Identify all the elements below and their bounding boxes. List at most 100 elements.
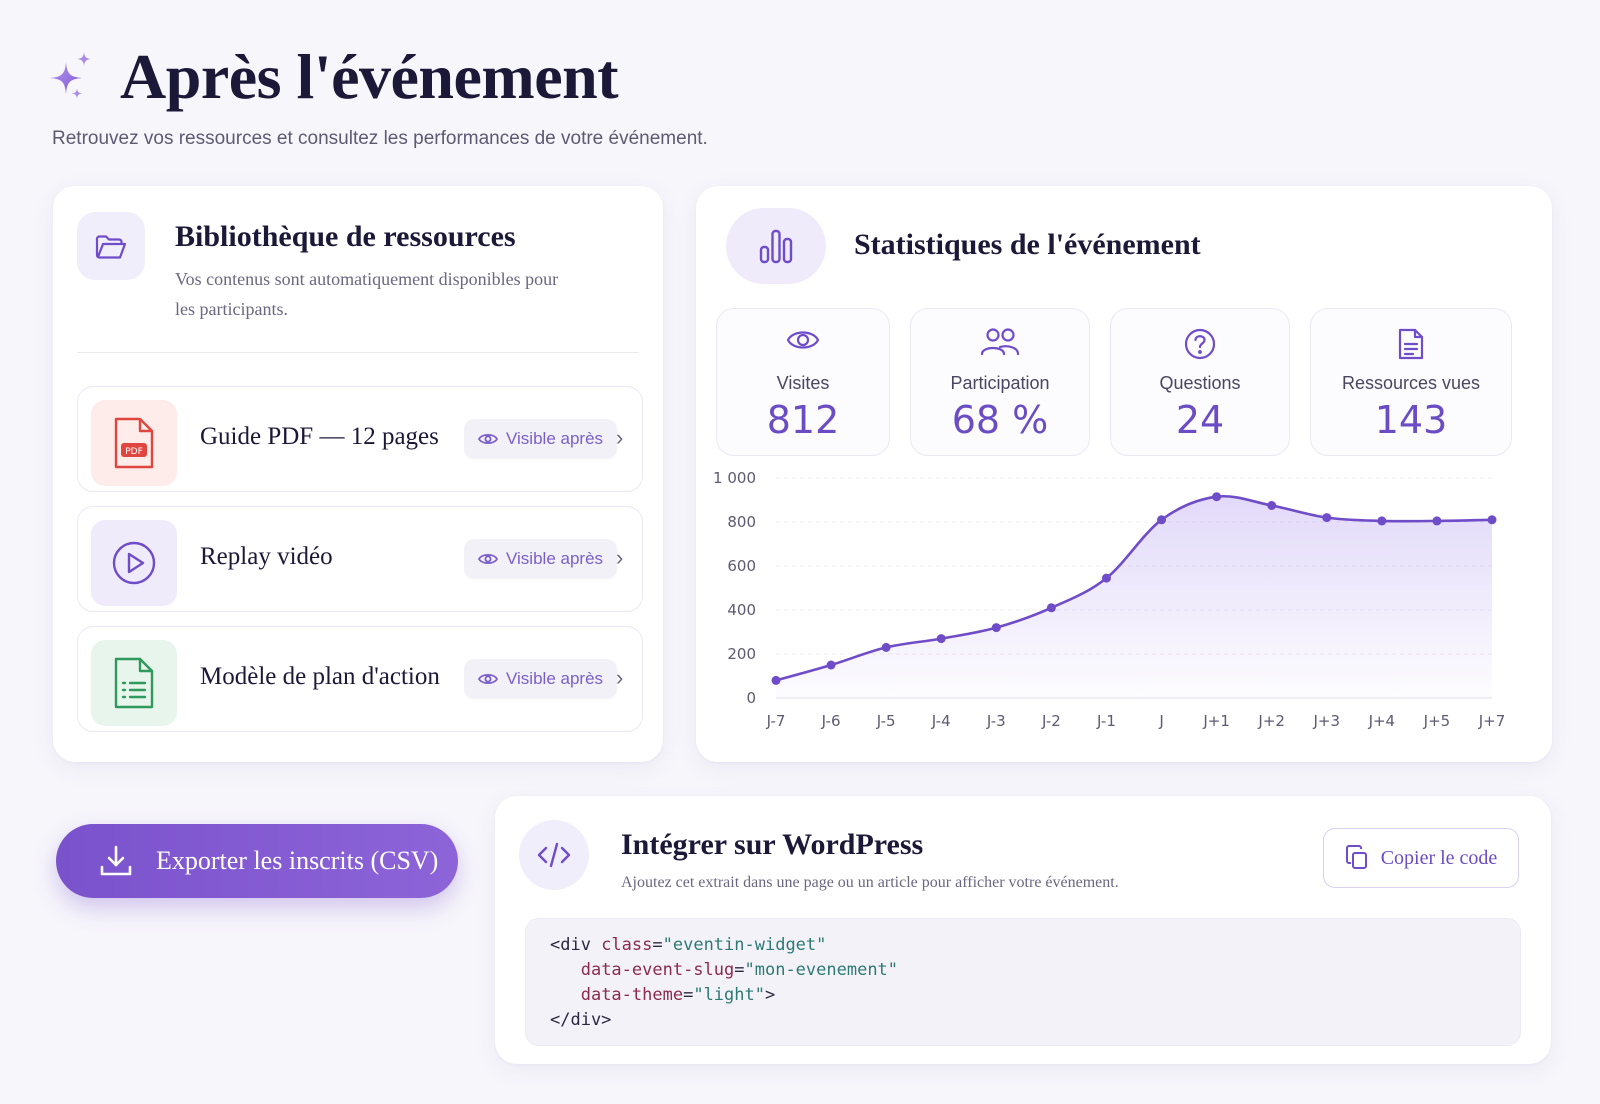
chart-series-line xyxy=(775,494,1493,682)
chart-data-point xyxy=(881,642,891,652)
resource-name: Guide PDF — 12 pages xyxy=(200,423,439,450)
stats-title: Statistiques de l'événement xyxy=(854,228,1201,261)
x-tick-label: J-7 xyxy=(766,712,786,730)
kpi-value: 68 % xyxy=(951,398,1049,442)
x-tick-label: J+7 xyxy=(1478,712,1506,730)
x-tick-label: J+4 xyxy=(1368,712,1396,730)
resource-item-video-replay[interactable]: Replay vidéo Visible après › xyxy=(77,506,643,612)
chart-data-point xyxy=(771,675,781,685)
eye-icon xyxy=(478,673,498,685)
resource-name: Replay vidéo xyxy=(200,543,333,570)
y-tick-label: 800 xyxy=(727,513,756,531)
chart-data-point xyxy=(1432,516,1442,526)
x-tick-label: J+1 xyxy=(1202,712,1230,730)
wordpress-title: Intégrer sur WordPress xyxy=(621,828,924,861)
divider xyxy=(77,352,639,353)
folder-icon xyxy=(77,212,145,280)
chevron-right-icon[interactable]: › xyxy=(616,665,624,690)
kpi-label: Participation xyxy=(950,373,1050,393)
document-icon xyxy=(1311,327,1511,361)
code-line: <div class="eventin-widget" xyxy=(550,935,827,955)
badge-label: Visible après xyxy=(506,669,604,688)
export-csv-button[interactable]: Exporter les inscrits (CSV) xyxy=(56,824,458,898)
chart-data-point xyxy=(1212,492,1222,502)
x-tick-label: J xyxy=(1158,712,1163,730)
kpi-value: 24 xyxy=(1175,398,1225,442)
code-line: data-theme="light"> xyxy=(580,985,776,1005)
resource-item-pdf-guide[interactable]: PDF Guide PDF — 12 pages Visible après › xyxy=(77,386,643,492)
play-circle-icon xyxy=(91,520,177,606)
library-title: Bibliothèque de ressources xyxy=(175,220,516,253)
question-circle-icon xyxy=(1111,327,1289,361)
wordpress-embed-card: Intégrer sur WordPress Ajoutez cet extra… xyxy=(495,796,1551,1064)
chart-data-point xyxy=(1046,603,1056,613)
kpi-participation: Participation 68 % xyxy=(910,308,1090,456)
chart-data-point xyxy=(1322,513,1332,523)
kpi-label: Questions xyxy=(1159,373,1241,393)
visibility-badge: Visible après xyxy=(464,539,618,579)
chart-data-point xyxy=(936,634,946,644)
y-tick-label: 200 xyxy=(727,645,756,663)
kpi-visits: Visites 812 xyxy=(716,308,890,456)
chart-data-point xyxy=(1101,573,1111,583)
resource-library-card: Bibliothèque de ressources Vos contenus … xyxy=(53,186,663,762)
kpi-value: 812 xyxy=(766,398,840,442)
x-tick-label: J-6 xyxy=(821,712,841,730)
kpi-value: 143 xyxy=(1374,398,1448,442)
chart-data-point xyxy=(1157,515,1167,525)
svg-text:PDF: PDF xyxy=(125,447,143,457)
users-icon xyxy=(911,327,1089,361)
chart-data-point xyxy=(1267,501,1277,510)
y-tick-label: 1 000 xyxy=(713,469,756,487)
chart-data-point xyxy=(991,623,1001,633)
copy-icon xyxy=(1345,845,1367,869)
spreadsheet-file-icon xyxy=(91,640,177,726)
visibility-badge: Visible après xyxy=(464,419,618,459)
copy-label: Copier le code xyxy=(1380,846,1498,869)
kpi-questions: Questions 24 xyxy=(1110,308,1290,456)
event-stats-card: Statistiques de l'événement Visites 812 … xyxy=(696,186,1552,762)
y-tick-label: 400 xyxy=(727,601,756,619)
x-tick-label: J+3 xyxy=(1312,712,1340,730)
chevron-right-icon[interactable]: › xyxy=(616,545,624,570)
x-tick-label: J+2 xyxy=(1257,712,1285,730)
kpi-label: Visites xyxy=(776,373,830,393)
eye-icon xyxy=(478,553,498,565)
chevron-right-icon[interactable]: › xyxy=(616,425,624,450)
x-tick-label: J-1 xyxy=(1096,712,1116,730)
code-icon xyxy=(519,820,589,890)
copy-code-button[interactable]: Copier le code xyxy=(1323,828,1519,888)
embed-code-snippet[interactable]: <div class="eventin-widget" data-event-s… xyxy=(525,918,1521,1046)
eye-icon xyxy=(478,433,498,445)
sparkle-icon xyxy=(50,52,91,99)
export-label: Exporter les inscrits (CSV) xyxy=(156,846,439,875)
chart-data-point xyxy=(1377,516,1387,526)
x-tick-label: J-3 xyxy=(986,712,1006,730)
kpi-label: Ressources vues xyxy=(1341,373,1481,393)
y-tick-label: 600 xyxy=(727,557,756,575)
download-icon xyxy=(100,845,132,876)
visibility-badge: Visible après xyxy=(464,659,618,699)
x-tick-label: J-2 xyxy=(1041,712,1061,730)
code-line: </div> xyxy=(550,1010,612,1030)
eye-icon xyxy=(717,327,889,361)
x-tick-label: J+5 xyxy=(1423,712,1451,730)
chart-data-point xyxy=(1487,515,1497,525)
badge-label: Visible après xyxy=(506,429,604,448)
kpi-resources-viewed: Ressources vues 143 xyxy=(1310,308,1512,456)
badge-label: Visible après xyxy=(506,549,604,568)
code-line: data-event-slug="mon-evenement" xyxy=(580,960,899,980)
x-tick-label: J-5 xyxy=(876,712,896,730)
chart-area-fill xyxy=(776,496,1492,698)
wordpress-description: Ajoutez cet extrait dans une page ou un … xyxy=(621,874,1119,891)
chart-data-point xyxy=(826,660,836,670)
x-tick-label: J-4 xyxy=(931,712,951,730)
bar-chart-icon xyxy=(726,208,826,284)
resource-name: Modèle de plan d'action xyxy=(200,663,440,690)
visits-line-chart: 0 200 400 600 800 1 000 J-7 J-6 J-5 J-4 J-3 J-2 J-1… xyxy=(713,469,1506,730)
y-tick-label: 0 xyxy=(746,689,756,707)
page-title: Après l'événement xyxy=(120,41,619,112)
library-description: Vos contenus sont automatiquement dispon… xyxy=(175,269,559,319)
page-subtitle: Retrouvez vos ressources et consultez le… xyxy=(52,128,708,149)
resource-item-action-plan[interactable]: Modèle de plan d'action Visible après › xyxy=(77,626,643,732)
